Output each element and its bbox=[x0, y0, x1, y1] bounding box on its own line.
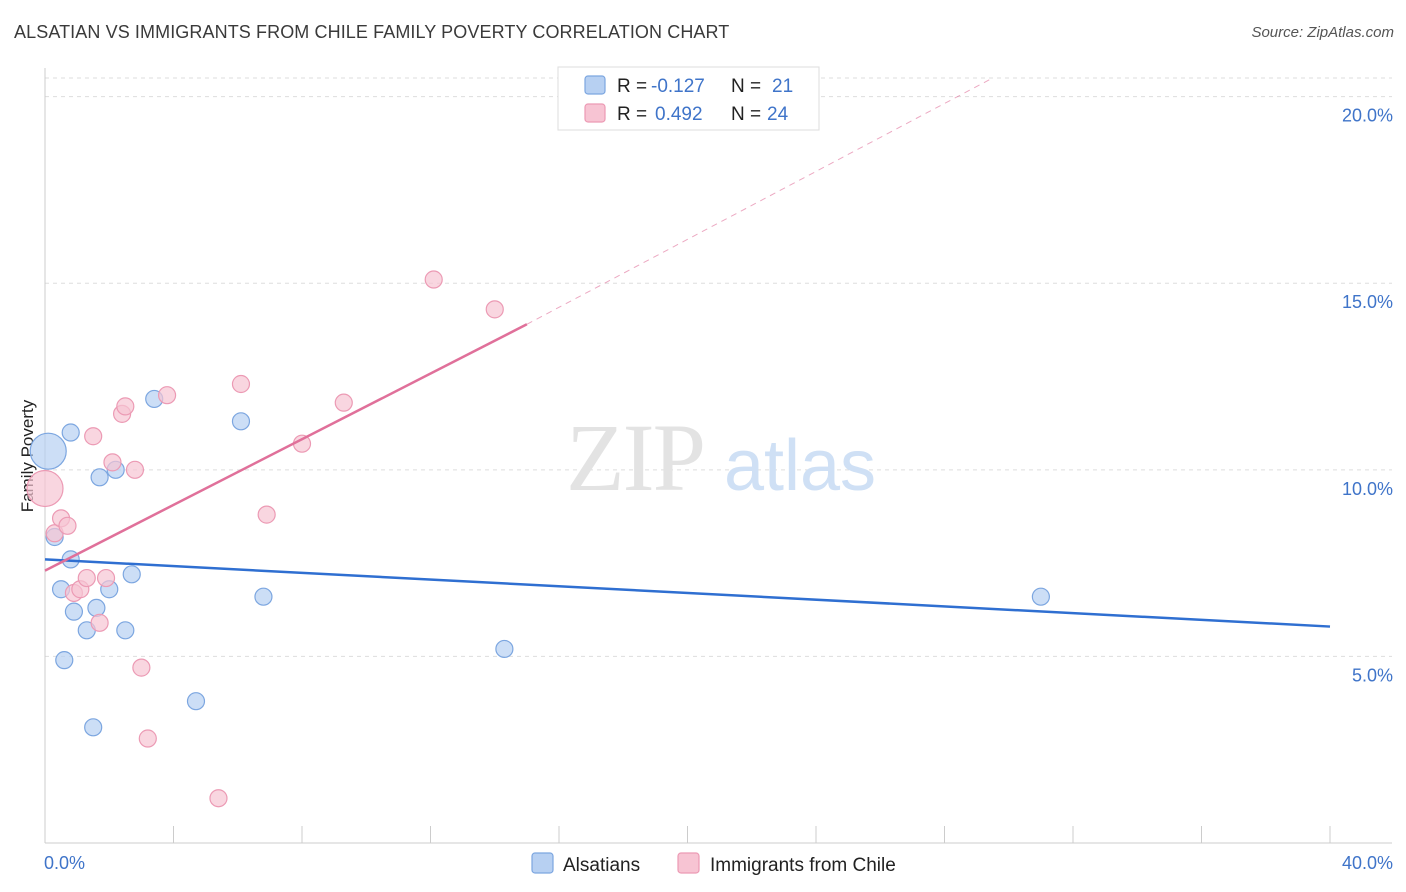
point-chile-16 bbox=[157, 386, 177, 405]
point-chile-6 bbox=[77, 568, 96, 588]
legend: R = -0.127 N = 21 R = 0.492 N = 24 bbox=[557, 66, 820, 131]
point-chile-17 bbox=[209, 789, 228, 808]
bottom-legend-label-chile: Immigrants from Chile bbox=[710, 855, 896, 876]
y-tick-label-1: 10.0% bbox=[1342, 479, 1393, 499]
point-chile-14 bbox=[132, 658, 151, 677]
trend-layer bbox=[44, 77, 1331, 628]
watermark: ZIP atlas bbox=[566, 404, 876, 511]
point-alsatians-6 bbox=[64, 602, 84, 621]
point-alsatians-8 bbox=[87, 598, 106, 618]
point-chile-18 bbox=[231, 374, 251, 394]
legend-swatch-chile bbox=[584, 103, 606, 123]
point-chile-8 bbox=[90, 613, 109, 632]
gridlines bbox=[45, 96, 1392, 657]
point-alsatians-18 bbox=[254, 587, 273, 606]
chart-title: ALSATIAN VS IMMIGRANTS FROM CHILE FAMILY… bbox=[14, 22, 730, 42]
bottom-legend-swatch-chile bbox=[677, 852, 700, 874]
point-alsatians-17 bbox=[231, 412, 251, 431]
legend-n-value-1: 24 bbox=[767, 104, 789, 125]
point-alsatians-9 bbox=[90, 468, 109, 487]
bottom-legend-label-alsatians: Alsatians bbox=[563, 855, 640, 876]
y-tick-label-3: 20.0% bbox=[1342, 106, 1393, 126]
point-chile-20 bbox=[292, 434, 312, 453]
bottom-legend-swatch-alsatians bbox=[531, 852, 554, 874]
trend-line-chile bbox=[44, 323, 528, 572]
point-alsatians-14 bbox=[122, 565, 141, 584]
point-chile-21 bbox=[334, 393, 353, 412]
legend-swatch-alsatians bbox=[584, 75, 606, 95]
trend-line-alsatians bbox=[44, 558, 1331, 628]
point-alsatians-5 bbox=[61, 423, 80, 442]
legend-r-label-1: R = bbox=[617, 104, 647, 125]
point-alsatians-13 bbox=[84, 718, 103, 737]
point-chile-22 bbox=[424, 270, 443, 289]
point-alsatians-20 bbox=[1031, 587, 1050, 606]
y-tick-label-0: 5.0% bbox=[1352, 665, 1393, 685]
point-chile-3 bbox=[58, 516, 77, 535]
point-chile-15 bbox=[138, 729, 157, 748]
legend-n-value-0: 21 bbox=[772, 76, 793, 97]
point-alsatians-16 bbox=[186, 692, 206, 711]
x-tick-label-0: 0.0% bbox=[44, 853, 85, 873]
source-credit: Source: ZipAtlas.com bbox=[1251, 24, 1394, 41]
point-chile-12 bbox=[116, 397, 135, 416]
legend-n-label-0: N = bbox=[731, 76, 761, 97]
point-alsatians-0 bbox=[29, 432, 67, 470]
point-chile-10 bbox=[103, 453, 122, 472]
point-chile-13 bbox=[125, 460, 145, 479]
point-chile-19 bbox=[257, 505, 276, 524]
legend-r-value-0: -0.127 bbox=[651, 76, 705, 97]
point-alsatians-19 bbox=[495, 639, 514, 659]
watermark-zip: ZIP bbox=[566, 404, 704, 511]
series-layer bbox=[26, 270, 1050, 808]
point-chile-23 bbox=[485, 300, 504, 319]
point-alsatians-3 bbox=[55, 651, 74, 670]
point-chile-9 bbox=[96, 568, 116, 588]
y-axis-tick-labels: 5.0% 10.0% 15.0% 20.0% bbox=[1342, 106, 1393, 686]
x-axis-ticks: 0.0% 40.0% bbox=[44, 826, 1393, 873]
x-tick-label-1: 40.0% bbox=[1342, 853, 1393, 873]
legend-r-label-0: R = bbox=[617, 76, 647, 97]
point-chile-0 bbox=[26, 469, 64, 508]
point-alsatians-12 bbox=[116, 621, 135, 640]
bottom-legend: Alsatians Immigrants from Chile bbox=[531, 852, 896, 876]
y-tick-label-2: 15.0% bbox=[1342, 292, 1393, 312]
point-chile-7 bbox=[84, 427, 103, 446]
legend-r-value-1: 0.492 bbox=[655, 104, 703, 125]
legend-n-label-1: N = bbox=[731, 104, 761, 125]
watermark-atlas: atlas bbox=[724, 426, 876, 506]
